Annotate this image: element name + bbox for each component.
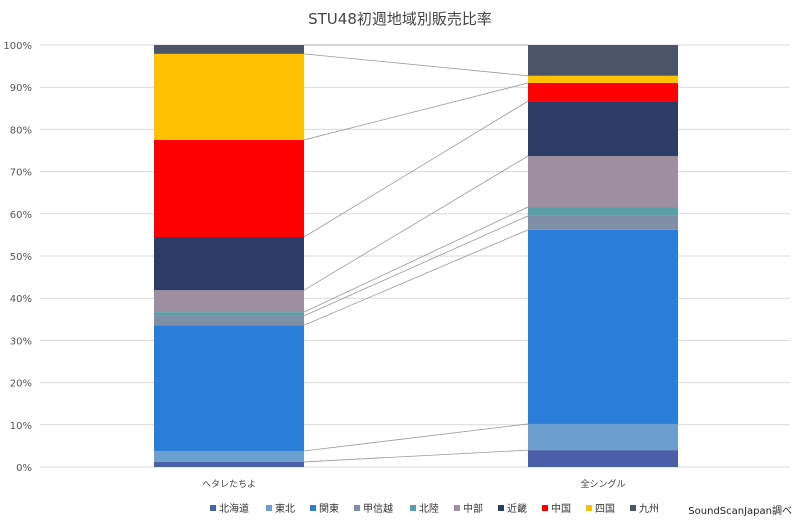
bar-segment: [154, 237, 304, 291]
legend-label: 四国: [595, 503, 615, 515]
legend-swatch: [630, 505, 636, 511]
category-label: 全シングル: [580, 478, 625, 490]
y-tick-label: 70%: [10, 168, 32, 179]
bar-segment: [154, 45, 304, 54]
y-tick-label: 100%: [3, 41, 32, 52]
legend-label: 近畿: [507, 502, 527, 515]
y-tick-label: 40%: [10, 294, 32, 305]
bar-segment: [154, 312, 304, 316]
series-connector-line: [303, 155, 529, 291]
legend-swatch: [354, 505, 360, 511]
bar-segment: [528, 423, 678, 451]
legend-label: 九州: [639, 503, 659, 515]
bar-segment: [528, 215, 678, 230]
legend-label: 甲信越: [363, 502, 393, 515]
series-connector-line: [303, 100, 529, 238]
series-connector-line: [303, 215, 529, 317]
y-tick-label: 10%: [10, 421, 32, 432]
legend-swatch: [586, 505, 592, 511]
bar-segment: [154, 53, 304, 140]
bar-segment: [154, 461, 304, 467]
series-connector-line: [303, 82, 529, 141]
series-connector-line: [303, 53, 529, 77]
bar-segment: [528, 45, 678, 76]
legend-label: 中部: [463, 502, 483, 515]
legend-swatch: [454, 505, 460, 511]
bar-segment: [528, 229, 678, 424]
bar-segment: [528, 101, 678, 156]
y-tick-label: 0%: [16, 463, 32, 474]
bar-segment: [154, 139, 304, 238]
series-connector-line: [303, 206, 529, 313]
legend-swatch: [410, 505, 416, 511]
legend-label: 北海道: [219, 502, 249, 515]
series-connector-line: [303, 229, 529, 326]
legend-swatch: [310, 505, 316, 511]
bar-segment: [528, 207, 678, 216]
bar-segment: [528, 82, 678, 102]
y-tick-label: 30%: [10, 336, 32, 347]
legend-label: 北陸: [419, 502, 439, 515]
category-label: ヘタレたちよ: [202, 479, 256, 490]
bar-segment: [528, 450, 678, 467]
bar-segment: [154, 315, 304, 326]
chart-title: STU48初週地域別販売比率: [308, 10, 492, 28]
bar-segment: [528, 155, 678, 208]
legend-swatch: [210, 505, 216, 511]
legend-swatch: [498, 505, 504, 511]
legend-swatch: [542, 505, 548, 511]
source-note: SoundScanJapan調べ: [688, 504, 792, 517]
legend-label: 関東: [319, 502, 339, 515]
bar-segment: [154, 325, 304, 451]
legend-label: 中国: [551, 502, 571, 515]
bar-segment: [154, 450, 304, 462]
legend-label: 東北: [275, 502, 295, 515]
y-tick-label: 50%: [10, 252, 32, 263]
y-tick-label: 60%: [10, 210, 32, 221]
series-connector-line: [303, 423, 529, 452]
y-tick-label: 20%: [10, 379, 32, 390]
bar-segment: [154, 290, 304, 313]
series-connector-line: [303, 449, 529, 463]
legend-swatch: [266, 505, 272, 511]
bar-segment: [528, 75, 678, 83]
y-tick-label: 90%: [10, 83, 32, 94]
y-tick-label: 80%: [10, 125, 32, 136]
